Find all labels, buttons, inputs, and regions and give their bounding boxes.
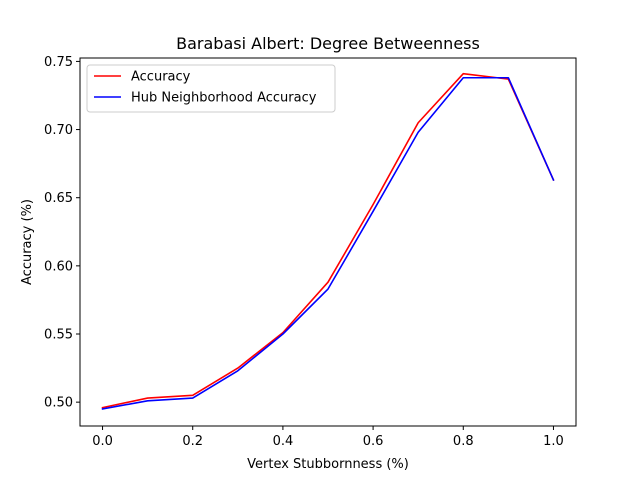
x-tick-label: 1.0	[543, 434, 564, 449]
legend-box	[86, 64, 336, 113]
legend-label: Hub Neighborhood Accuracy	[131, 91, 317, 106]
y-axis-label: Accuracy (%)	[20, 199, 35, 285]
y-tick-label: 0.65	[44, 191, 73, 206]
x-tick-label: 0.4	[273, 434, 294, 449]
x-tick-label: 0.8	[453, 434, 474, 449]
chart-title: Barabasi Albert: Degree Betweenness	[176, 34, 480, 53]
y-tick-label: 0.50	[44, 396, 73, 411]
series-line-hub-neighborhood-accuracy	[101, 76, 555, 410]
plot-area	[101, 72, 555, 410]
series-line-accuracy	[101, 72, 555, 409]
y-tick-label: 0.60	[44, 259, 73, 274]
x-tick-label: 0.2	[182, 434, 203, 449]
x-axis: 0.0 0.2 0.4 0.6 0.8 1.0	[92, 426, 564, 449]
y-tick-label: 0.70	[44, 123, 73, 138]
legend: Accuracy Hub Neighborhood Accuracy	[86, 64, 336, 113]
x-tick-label: 0.0	[92, 434, 113, 449]
x-tick-label: 0.6	[363, 434, 384, 449]
x-axis-label: Vertex Stubbornness (%)	[247, 457, 409, 472]
legend-label: Accuracy	[131, 70, 191, 85]
y-tick-label: 0.55	[44, 328, 73, 343]
y-axis: 0.50 0.55 0.60 0.65 0.70 0.75	[44, 55, 80, 411]
y-tick-label: 0.75	[44, 55, 73, 70]
axes-frame	[79, 57, 577, 427]
